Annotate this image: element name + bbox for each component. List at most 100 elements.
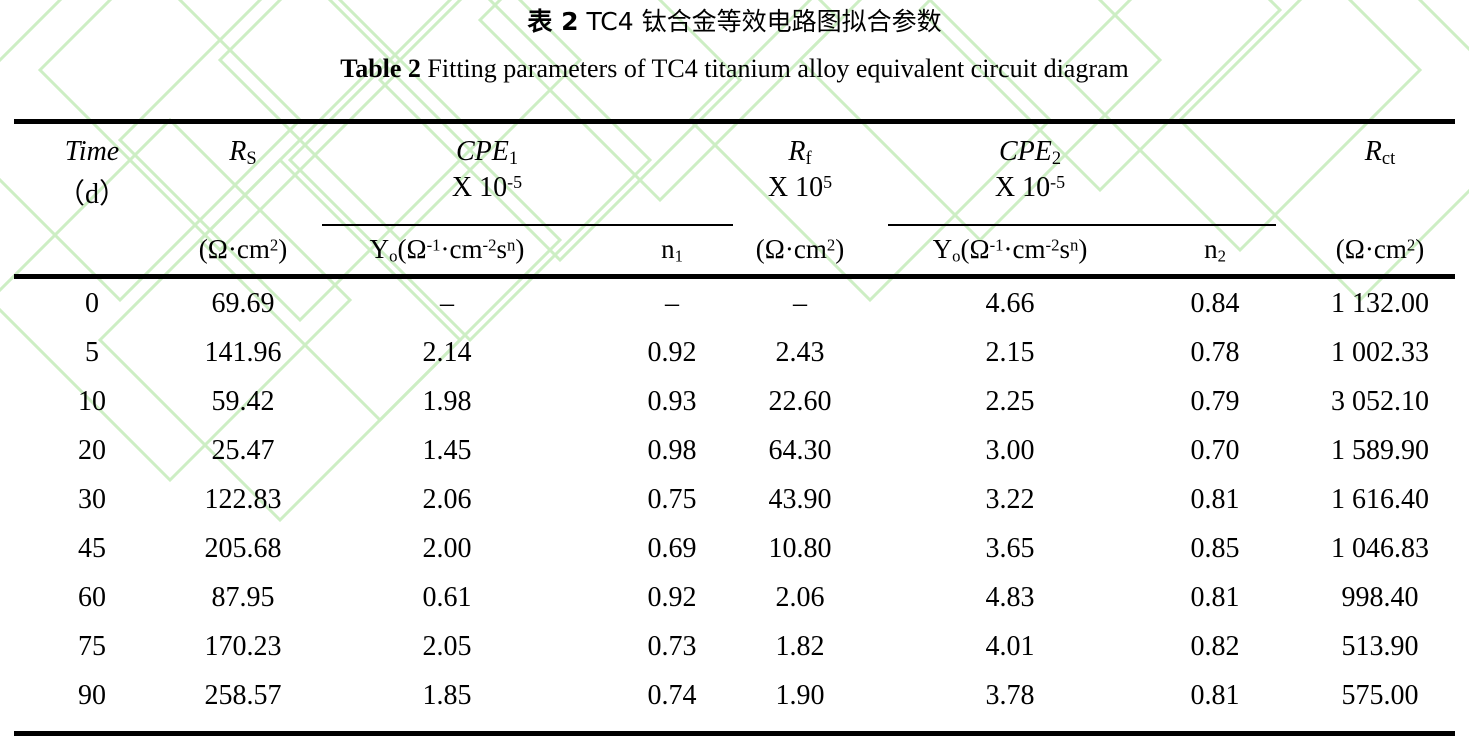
cell-time: 75 (78, 631, 106, 662)
header-rf-scale-base: X 10 (767, 172, 824, 204)
cell-cpe1-y0: 2.05 (422, 631, 472, 662)
header-cpe2-symbol: CPE (998, 136, 1052, 167)
cell-cpe1-y0: – (440, 288, 454, 319)
cell-cpe2-y0: 4.83 (985, 582, 1035, 613)
cell-rf: 22.60 (768, 386, 832, 417)
caption-english-text: Fitting parameters of TC4 titanium alloy… (420, 54, 1129, 83)
cell-rs: 122.83 (204, 484, 282, 515)
cell-rct: 3 052.10 (1331, 386, 1429, 417)
header-rct-subscript: ct (1381, 148, 1396, 169)
cell-cpe2-y0: 2.15 (985, 337, 1035, 368)
rule-cpe2-span (888, 224, 1276, 226)
caption-chinese: 表 2 TC4 钛合金等效电路图拟合参数 (0, 4, 1469, 39)
header-rf: Rf (788, 136, 811, 169)
cell-rct: 1 002.33 (1331, 337, 1429, 368)
cell-cpe2-y0: 4.01 (985, 631, 1035, 662)
cell-rf: 1.90 (775, 680, 825, 711)
cell-rf: 43.90 (768, 484, 832, 515)
cell-n2: 0.82 (1190, 631, 1240, 662)
cell-rct: 1 046.83 (1331, 533, 1429, 564)
header-rs-symbol: R (229, 136, 247, 167)
rule-header-bottom (14, 274, 1455, 279)
cell-rct: 1 132.00 (1331, 288, 1429, 319)
header-n1: n1 (661, 234, 683, 266)
cell-rf: – (793, 288, 807, 319)
cell-cpe2-y0: 2.25 (985, 386, 1035, 417)
cell-rs: 170.23 (204, 631, 282, 662)
caption-english: Table 2 Fitting parameters of TC4 titani… (0, 52, 1469, 86)
header-rf-symbol: R (788, 136, 806, 167)
cell-n1: 0.69 (647, 533, 697, 564)
cell-cpe2-y0: 3.00 (985, 435, 1035, 466)
header-rct-unit: (Ω·cm2) (1335, 234, 1425, 264)
header-cpe2-subscript: 2 (1051, 148, 1062, 169)
header-cpe1-scale: X 10-5 (452, 172, 522, 204)
cell-n1: 0.92 (647, 582, 697, 613)
cell-time: 10 (78, 386, 106, 417)
cell-time: 20 (78, 435, 106, 466)
cell-rct: 998.40 (1341, 582, 1419, 613)
header-rf-unit: (Ω·cm2) (755, 234, 845, 264)
cell-rf: 1.82 (775, 631, 825, 662)
header-cpe2: CPE2 (999, 136, 1061, 169)
cell-n1: – (665, 288, 679, 319)
cell-cpe2-y0: 3.22 (985, 484, 1035, 515)
cell-cpe1-y0: 1.85 (422, 680, 472, 711)
cell-n2: 0.81 (1190, 582, 1240, 613)
rule-top-border (14, 119, 1455, 124)
header-cpe1-scale-base: X 10 (451, 172, 508, 204)
cell-cpe2-y0: 3.78 (985, 680, 1035, 711)
header-cpe1: CPE1 (456, 136, 518, 169)
cell-n2: 0.70 (1190, 435, 1240, 466)
rule-cpe1-span (322, 224, 733, 226)
cell-time: 45 (78, 533, 106, 564)
header-cpe2-scale: X 10-5 (995, 172, 1065, 204)
cell-n2: 0.79 (1190, 386, 1240, 417)
cell-rct: 575.00 (1341, 680, 1419, 711)
cell-n2: 0.81 (1190, 680, 1240, 711)
cell-n1: 0.92 (647, 337, 697, 368)
header-cpe2-scale-exponent: -5 (1050, 172, 1066, 192)
header-time-unit: （d） (56, 179, 128, 210)
cell-cpe1-y0: 2.00 (422, 533, 472, 564)
cell-rs: 69.69 (211, 288, 275, 319)
header-cpe1-subscript: 1 (508, 148, 519, 169)
cell-rf: 2.06 (775, 582, 825, 613)
header-rct: Rct (1365, 136, 1395, 169)
header-cpe2-scale-base: X 10 (994, 172, 1051, 204)
header-cpe2-y0: Yo(Ω-1·cm-2sn) (932, 234, 1088, 266)
cell-cpe1-y0: 1.98 (422, 386, 472, 417)
header-rct-symbol: R (1364, 136, 1382, 167)
header-rs-subscript: S (246, 148, 257, 169)
cell-rs: 59.42 (211, 386, 275, 417)
cell-n1: 0.73 (647, 631, 697, 662)
header-rf-subscript: f (805, 148, 812, 169)
cell-rs: 87.95 (211, 582, 275, 613)
cell-time: 5 (85, 337, 99, 368)
cell-n2: 0.78 (1190, 337, 1240, 368)
header-rs: RS (229, 136, 256, 169)
cell-cpe1-y0: 0.61 (422, 582, 472, 613)
cell-n2: 0.81 (1190, 484, 1240, 515)
header-cpe1-y0: Yo(Ω-1·cm-2sn) (369, 234, 525, 266)
cell-rct: 1 616.40 (1331, 484, 1429, 515)
cell-rs: 258.57 (204, 680, 282, 711)
cell-rs: 141.96 (204, 337, 282, 368)
cell-rct: 513.90 (1341, 631, 1419, 662)
cell-cpe1-y0: 1.45 (422, 435, 472, 466)
cell-rs: 25.47 (211, 435, 275, 466)
cell-n1: 0.75 (647, 484, 697, 515)
cell-cpe1-y0: 2.14 (422, 337, 472, 368)
cell-cpe1-y0: 2.06 (422, 484, 472, 515)
cell-cpe2-y0: 4.66 (985, 288, 1035, 319)
cell-time: 0 (85, 288, 99, 319)
caption-english-label: Table 2 (340, 54, 421, 83)
cell-cpe2-y0: 3.65 (985, 533, 1035, 564)
cell-n1: 0.98 (647, 435, 697, 466)
cell-n1: 0.93 (647, 386, 697, 417)
header-cpe1-symbol: CPE (455, 136, 509, 167)
caption-chinese-text: TC4 钛合金等效电路图拟合参数 (578, 7, 942, 36)
cell-rf: 2.43 (775, 337, 825, 368)
header-cpe1-scale-exponent: -5 (507, 172, 523, 192)
